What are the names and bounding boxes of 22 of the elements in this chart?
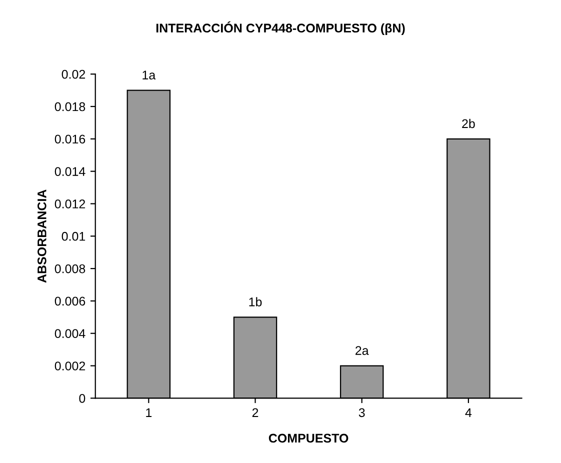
annotation: 2b bbox=[462, 118, 475, 128]
y-tick-label: 0.008 bbox=[54, 264, 86, 274]
y-tick-label: 0.014 bbox=[54, 167, 86, 176]
y-tick-label: 0.01 bbox=[62, 232, 86, 241]
x-tick-label: 1 bbox=[146, 408, 152, 417]
annotation: 1b bbox=[249, 297, 262, 306]
y-tick-label: 0.004 bbox=[54, 329, 86, 338]
y-tick-label: 0 bbox=[79, 394, 86, 403]
x-tick-label: 2 bbox=[252, 408, 258, 417]
annotation: 1a bbox=[142, 70, 156, 80]
x-tick-label: 4 bbox=[465, 408, 472, 417]
y-tick-label: 0.006 bbox=[54, 296, 86, 306]
y-axis-title: ABSORBANCIA bbox=[37, 190, 46, 283]
annotation: 2a bbox=[356, 346, 369, 355]
chart-title: INTERACCIÓN CYP448-COMPUESTO (βN) bbox=[156, 21, 405, 36]
y-tick-label: 0.002 bbox=[54, 362, 86, 370]
x-tick-label: 3 bbox=[358, 408, 365, 418]
y-tick-label: 0.02 bbox=[62, 70, 86, 79]
y-tick-label: 0.012 bbox=[54, 200, 86, 208]
y-tick-label: 0.018 bbox=[54, 102, 86, 112]
x-axis-title: COMPUESTO bbox=[268, 434, 348, 443]
y-tick-label: 0.016 bbox=[54, 134, 86, 144]
